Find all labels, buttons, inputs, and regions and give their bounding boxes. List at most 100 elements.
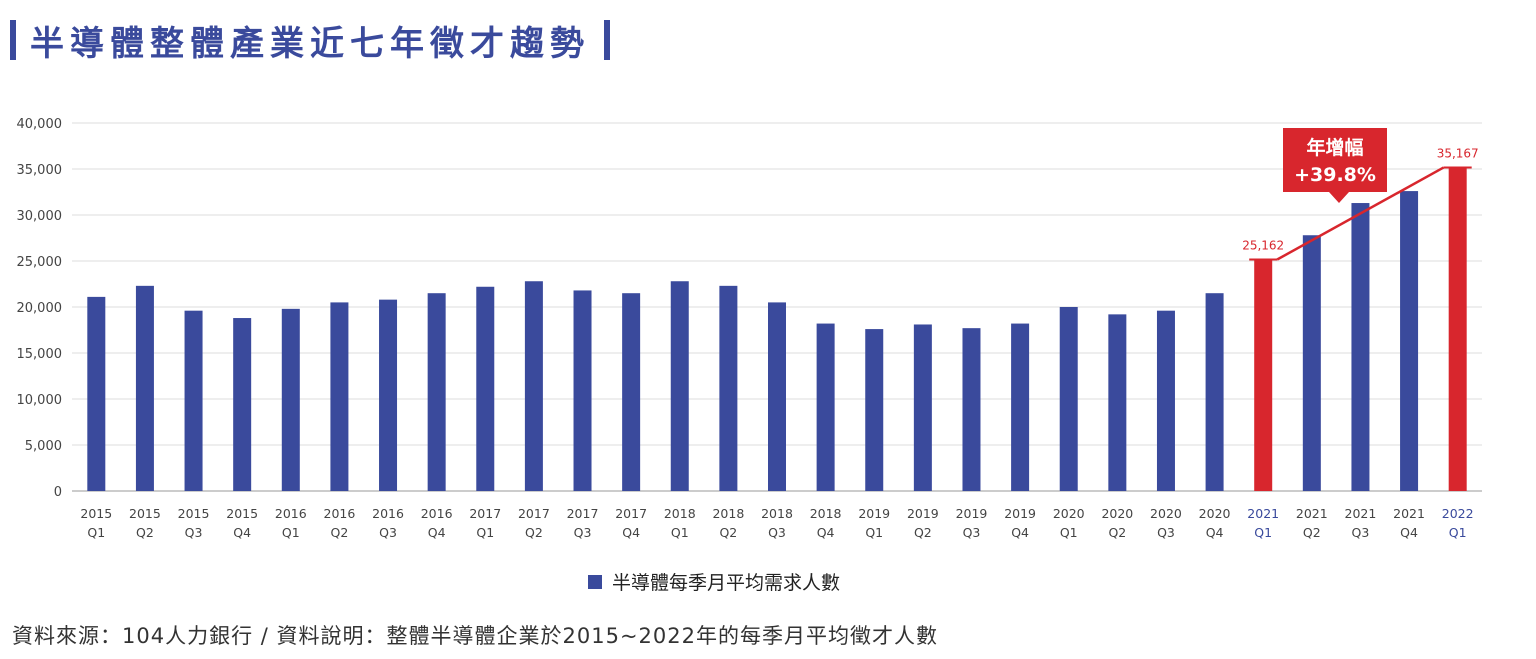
bar xyxy=(573,290,592,491)
x-tick-year: 2019 xyxy=(1004,506,1036,521)
bar xyxy=(427,293,446,491)
y-tick-label: 30,000 xyxy=(17,209,63,224)
x-tick-year: 2017 xyxy=(615,506,647,521)
x-tick-quarter: Q1 xyxy=(865,525,883,540)
x-tick-quarter: Q4 xyxy=(622,525,640,540)
bar xyxy=(1108,314,1127,491)
x-tick-quarter: Q2 xyxy=(1303,525,1321,540)
x-tick-year: 2016 xyxy=(372,506,404,521)
x-tick-quarter: Q3 xyxy=(574,525,592,540)
annotation-title: 年增幅 xyxy=(1306,136,1363,159)
x-tick-quarter: Q4 xyxy=(817,525,835,540)
x-tick-year: 2019 xyxy=(956,506,988,521)
y-tick-label: 40,000 xyxy=(17,117,63,132)
bar xyxy=(476,286,495,491)
x-tick-year: 2020 xyxy=(1053,506,1085,521)
x-tick-year: 2015 xyxy=(129,506,161,521)
x-tick-quarter: Q4 xyxy=(1206,525,1224,540)
x-tick-year: 2018 xyxy=(712,506,744,521)
x-tick-quarter: Q2 xyxy=(331,525,349,540)
bar xyxy=(330,302,349,491)
bar xyxy=(1156,310,1175,491)
y-tick-label: 10,000 xyxy=(17,393,63,408)
x-tick-year: 2016 xyxy=(275,506,307,521)
x-tick-quarter: Q3 xyxy=(1157,525,1175,540)
x-tick-quarter: Q3 xyxy=(379,525,397,540)
x-tick-quarter: Q1 xyxy=(1254,525,1272,540)
x-tick-year: 2020 xyxy=(1150,506,1182,521)
bar xyxy=(1448,167,1467,491)
bar xyxy=(281,308,300,491)
x-tick-year: 2016 xyxy=(324,506,356,521)
x-tick-year: 2021 xyxy=(1345,506,1377,521)
x-tick-year: 2018 xyxy=(761,506,793,521)
bar xyxy=(622,293,641,491)
annotation-value: +39.8% xyxy=(1294,164,1376,186)
trend-line xyxy=(1276,166,1445,261)
bar xyxy=(1059,307,1078,491)
y-tick-label: 15,000 xyxy=(17,347,63,362)
x-tick-year: 2021 xyxy=(1247,506,1279,521)
legend-swatch xyxy=(588,574,602,589)
x-tick-year: 2021 xyxy=(1296,506,1328,521)
y-tick-label: 0 xyxy=(54,485,62,500)
x-tick-year: 2020 xyxy=(1101,506,1133,521)
bar xyxy=(379,299,398,491)
x-tick-quarter: Q4 xyxy=(428,525,446,540)
x-tick-year: 2022 xyxy=(1442,506,1474,521)
x-tick-quarter: Q1 xyxy=(1060,525,1078,540)
x-tick-quarter: Q2 xyxy=(525,525,543,540)
bar xyxy=(1351,203,1370,492)
x-tick-quarter: Q1 xyxy=(282,525,300,540)
bar xyxy=(184,310,203,491)
x-tick-quarter: Q4 xyxy=(233,525,251,540)
bar xyxy=(816,323,835,491)
bar xyxy=(962,328,981,491)
bar xyxy=(1254,259,1273,491)
title-right-bar xyxy=(604,20,610,60)
bar xyxy=(1205,293,1224,491)
bar xyxy=(670,281,689,491)
bar xyxy=(135,285,154,491)
y-tick-label: 20,000 xyxy=(17,301,63,316)
x-tick-year: 2021 xyxy=(1393,506,1425,521)
x-tick-year: 2019 xyxy=(858,506,890,521)
y-tick-label: 5,000 xyxy=(25,439,62,454)
bar xyxy=(865,329,884,491)
page-title: 半導體整體產業近七年徵才趨勢 xyxy=(30,23,590,64)
legend-label: 半導體每季月平均需求人數 xyxy=(612,572,841,594)
x-tick-quarter: Q3 xyxy=(963,525,981,540)
x-tick-quarter: Q2 xyxy=(1108,525,1126,540)
x-tick-quarter: Q3 xyxy=(768,525,786,540)
x-tick-year: 2015 xyxy=(80,506,112,521)
x-tick-year: 2017 xyxy=(567,506,599,521)
bar xyxy=(1302,235,1321,491)
x-tick-year: 2015 xyxy=(178,506,210,521)
x-tick-quarter: Q4 xyxy=(1011,525,1029,540)
x-tick-year: 2015 xyxy=(226,506,258,521)
bar xyxy=(913,324,932,491)
x-tick-quarter: Q2 xyxy=(914,525,932,540)
x-tick-year: 2016 xyxy=(421,506,453,521)
x-tick-quarter: Q2 xyxy=(719,525,737,540)
title-left-bar xyxy=(10,20,16,60)
legend: 半導體每季月平均需求人數 xyxy=(588,568,840,595)
x-tick-quarter: Q4 xyxy=(1400,525,1418,540)
x-tick-quarter: Q1 xyxy=(671,525,689,540)
y-tick-label: 35,000 xyxy=(17,163,63,178)
bar xyxy=(233,318,252,491)
bar xyxy=(1400,191,1419,491)
x-tick-year: 2017 xyxy=(469,506,501,521)
x-tick-year: 2017 xyxy=(518,506,550,521)
bar xyxy=(1011,323,1030,491)
bar xyxy=(524,281,543,491)
x-tick-quarter: Q3 xyxy=(185,525,203,540)
x-tick-quarter: Q2 xyxy=(136,525,154,540)
x-tick-quarter: Q1 xyxy=(476,525,494,540)
data-label: 35,167 xyxy=(1437,146,1479,160)
y-tick-label: 25,000 xyxy=(17,255,63,270)
x-tick-year: 2019 xyxy=(907,506,939,521)
x-tick-year: 2018 xyxy=(664,506,696,521)
x-tick-quarter: Q3 xyxy=(1352,525,1370,540)
annotation-callout xyxy=(1283,128,1387,203)
